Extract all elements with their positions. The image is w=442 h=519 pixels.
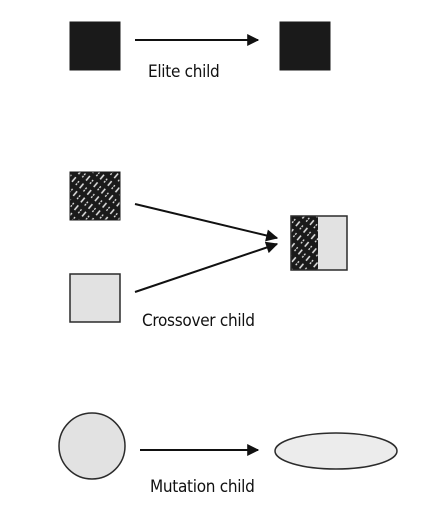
crossover-child-split-square [290,215,348,271]
mutation-parent-circle [58,412,126,480]
elite-parent-square [69,21,121,71]
crossover-arrow-upper [134,203,279,242]
crossover-parent-hatched-square [69,171,121,221]
elite-child-square [279,21,331,71]
mutation-child-ellipse [274,432,398,470]
crossover-arrow-lower [134,241,279,293]
crossover-child-caption: Crossover child [142,311,255,331]
mutation-child-caption: Mutation child [150,477,255,497]
elite-child-caption: Elite child [148,62,220,82]
crossover-parent-light-square [69,273,121,323]
